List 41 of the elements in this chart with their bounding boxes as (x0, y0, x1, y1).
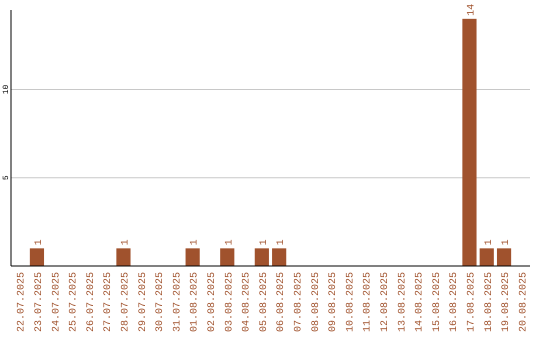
y-tick-label: 10 (2, 84, 11, 94)
x-tick-label: 03.08.2025 (224, 272, 236, 332)
x-tick-label: 07.08.2025 (293, 272, 304, 332)
data-label: 1 (484, 239, 495, 246)
x-tick-label: 10.08.2025 (345, 272, 356, 332)
x-tick-label: 02.08.2025 (206, 272, 218, 332)
x-tick-label: 14.08.2025 (414, 272, 426, 332)
data-label: 1 (120, 239, 132, 246)
x-tick-label: 27.07.2025 (103, 272, 114, 332)
x-tick-label: 30.07.2025 (155, 272, 166, 332)
x-tick-label: 05.08.2025 (258, 272, 270, 332)
data-label: 14 (466, 4, 478, 16)
data-label: 1 (276, 239, 288, 246)
data-label: 1 (501, 239, 512, 246)
x-tick-label: 20.08.2025 (518, 272, 530, 332)
x-tick-label: 15.08.2025 (432, 272, 443, 332)
x-tick-label: 23.07.2025 (34, 272, 45, 332)
x-tick-label: 25.07.2025 (68, 272, 80, 332)
x-tick-label: 22.07.2025 (16, 272, 28, 332)
y-tick-label: 5 (2, 175, 11, 180)
x-tick-label: 29.07.2025 (138, 272, 149, 332)
x-tick-label: 13.08.2025 (397, 272, 408, 332)
x-tick-label: 31.07.2025 (172, 272, 184, 332)
data-label: 1 (34, 239, 45, 246)
x-tick-label: 26.07.2025 (86, 272, 97, 332)
x-tick-label: 11.08.2025 (362, 272, 374, 332)
data-label: 1 (190, 239, 201, 246)
x-tick-label: 08.08.2025 (310, 272, 322, 332)
data-label: 1 (258, 239, 270, 246)
x-tick-label: 12.08.2025 (380, 272, 391, 332)
x-tick-label: 16.08.2025 (449, 272, 460, 332)
x-tick-label: 17.08.2025 (466, 272, 478, 332)
x-tick-label: 01.08.2025 (190, 272, 201, 332)
x-tick-label: 09.08.2025 (328, 272, 340, 332)
x-tick-label: 18.08.2025 (484, 272, 495, 332)
x-tick-label: 06.08.2025 (276, 272, 288, 332)
x-tick-label: 28.07.2025 (120, 272, 132, 332)
x-tick-label: 19.08.2025 (501, 272, 512, 332)
data-label: 1 (224, 239, 236, 246)
x-tick-label: 24.07.2025 (51, 272, 62, 332)
x-tick-label: 04.08.2025 (242, 272, 253, 332)
